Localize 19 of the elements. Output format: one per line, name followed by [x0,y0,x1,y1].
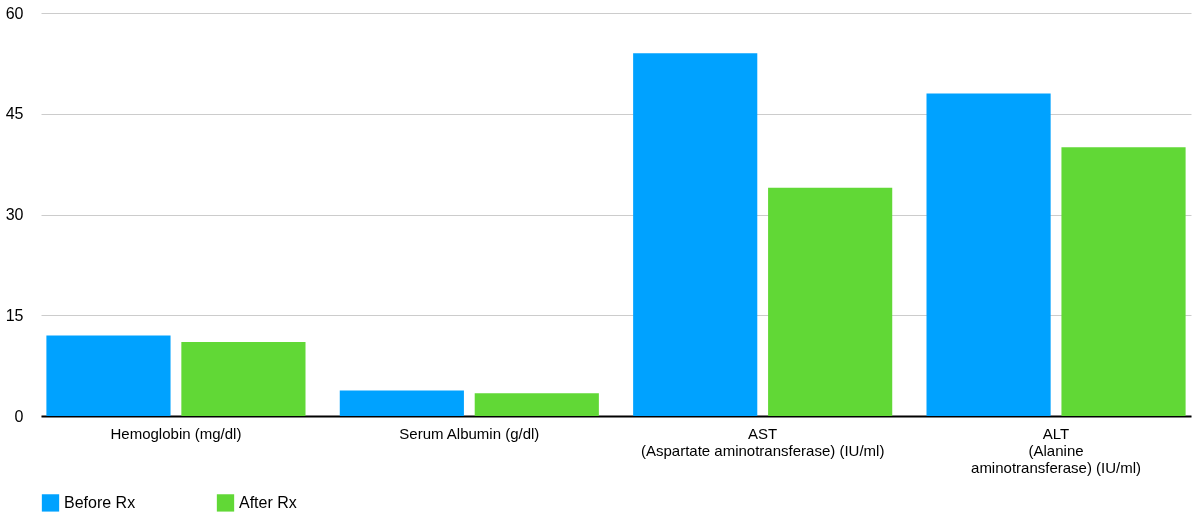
bar [768,187,893,416]
x-tick-label: ALT (Alanine aminotransferase) (IU/ml) [971,424,1142,476]
bar [339,390,464,416]
bar [633,53,758,416]
bar [926,93,1051,416]
x-tick-label: Hemoglobin (mg/dl) [110,424,242,442]
y-tick-label: 15 [5,306,24,324]
y-tick-label: 45 [5,105,24,123]
legend-label: Before Rx [64,493,136,511]
x-tick-label: AST (Aspartate aminotransferase) (IU/ml) [640,424,885,459]
y-tick-label: 30 [5,206,24,223]
bar [474,393,599,416]
y-tick-label: 60 [5,4,24,22]
y-tick-label: 0 [14,407,24,425]
bar [1061,147,1186,416]
bar [46,335,171,416]
legend-label: After Rx [239,493,297,511]
bar [181,342,306,416]
x-tick-label: Serum Albumin (g/dl) [399,424,540,442]
